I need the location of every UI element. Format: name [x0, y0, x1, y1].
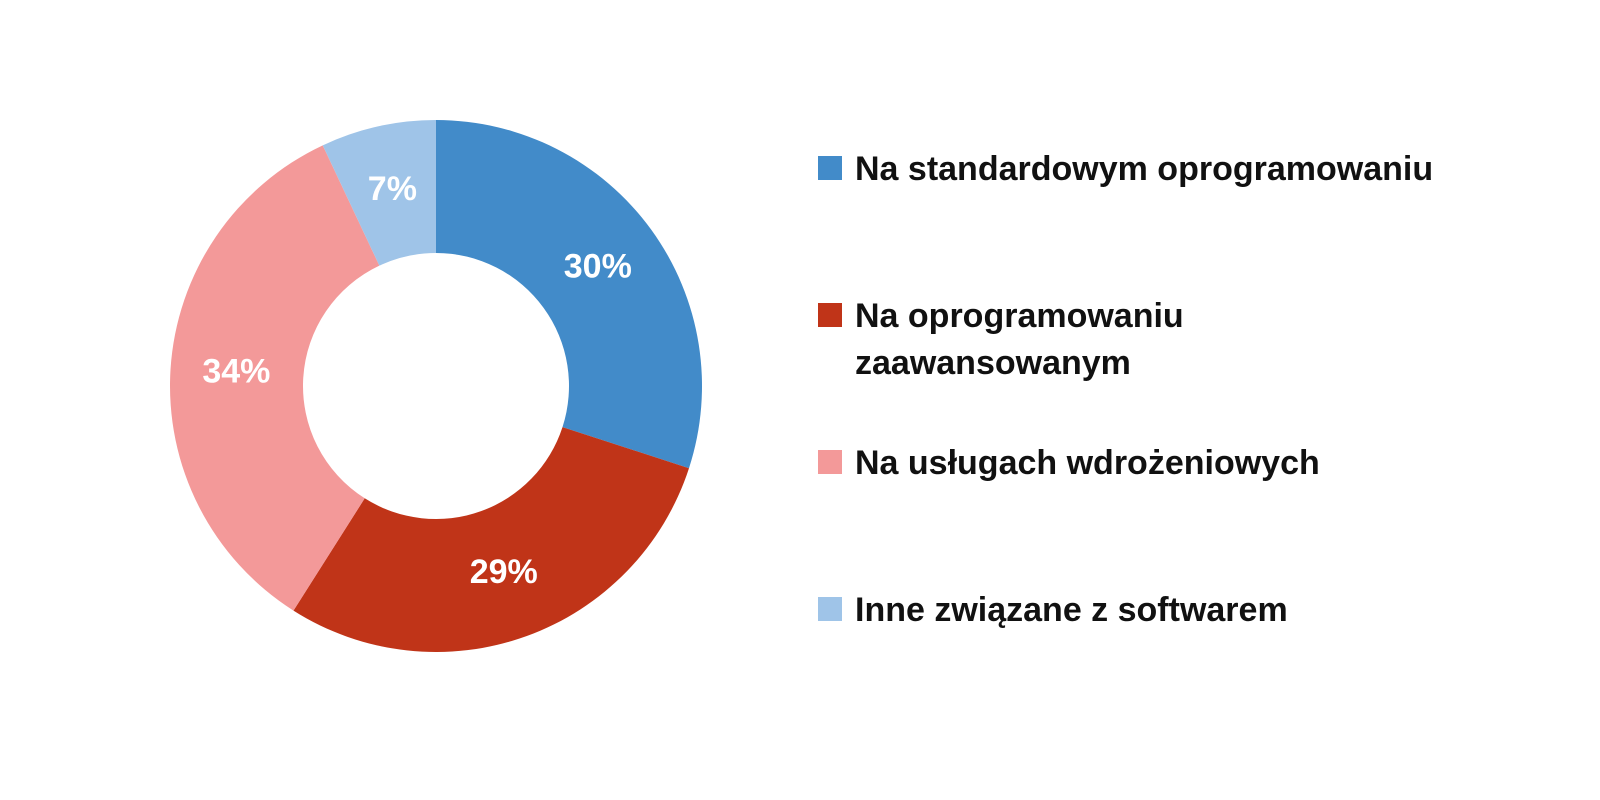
data-label: 29%: [470, 553, 538, 591]
legend-item: Na standardowym oprogramowaniu: [818, 146, 1438, 293]
data-label: 7%: [368, 170, 417, 208]
data-label: 30%: [564, 247, 632, 285]
legend-swatch: [818, 156, 842, 180]
donut-slice: [293, 427, 689, 653]
data-label: 34%: [202, 352, 270, 390]
legend-label: Inne związane z softwarem: [855, 591, 1288, 629]
legend-item: Inne związane z softwarem: [818, 587, 1438, 734]
legend-swatch: [818, 303, 842, 327]
legend-label: Na standardowym oprogramowaniu: [855, 150, 1434, 188]
legend-swatch: [818, 597, 842, 621]
legend-swatch: [818, 450, 842, 474]
donut-slice: [322, 120, 436, 266]
legend-item: Na oprogramowaniu zaawansowanym: [818, 293, 1438, 440]
donut-slice: [169, 145, 380, 611]
legend-label: Na usługach wdrożeniowych: [855, 444, 1320, 482]
legend: Na standardowym oprogramowaniu Na oprogra…: [818, 146, 1438, 734]
legend-item: Na usługach wdrożeniowych: [818, 440, 1438, 587]
legend-label: Na oprogramowaniu zaawansowanym: [855, 297, 1184, 382]
donut-slice: [436, 120, 702, 469]
